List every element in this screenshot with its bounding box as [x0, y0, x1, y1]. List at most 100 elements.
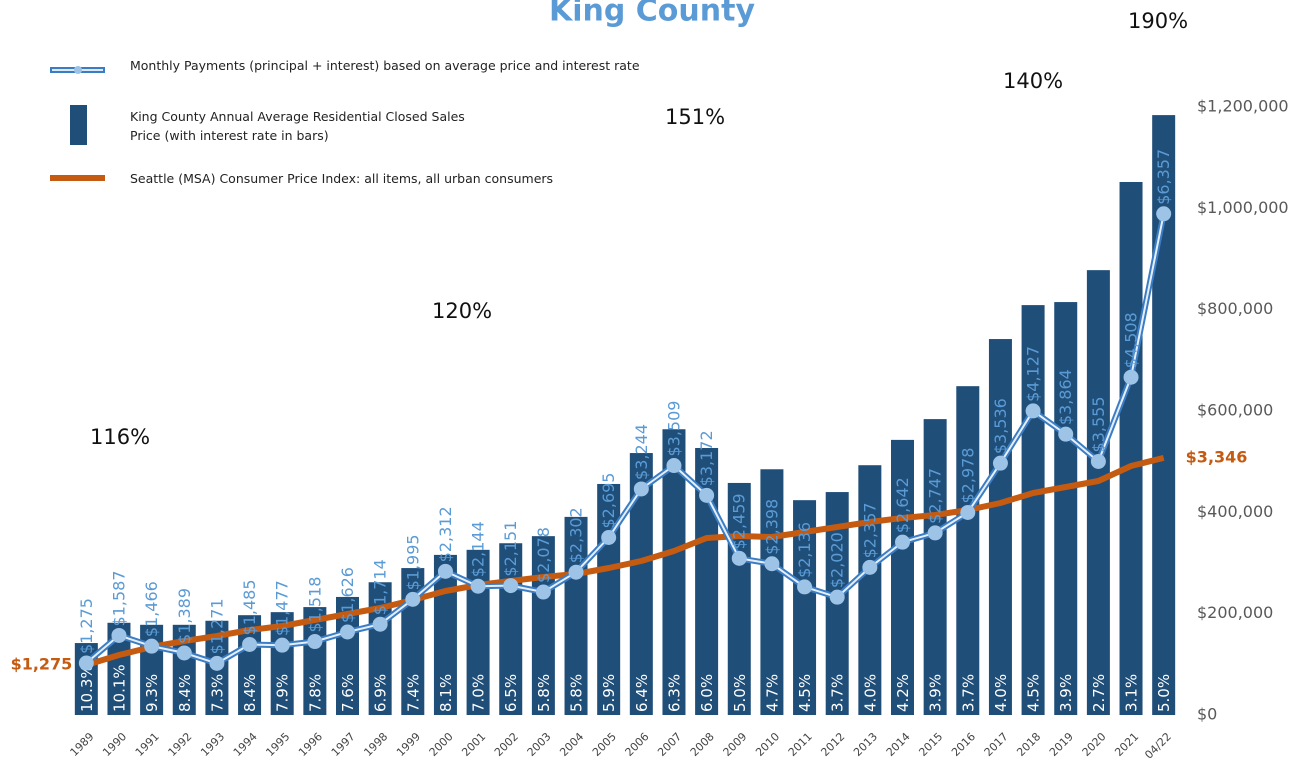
bar — [629, 453, 653, 715]
payment-label: $1,477 — [273, 580, 292, 636]
payment-label: $2,312 — [436, 506, 455, 562]
rate-label: 7.6% — [339, 674, 357, 712]
payment-marker — [1156, 206, 1172, 222]
payment-marker — [731, 550, 747, 566]
x-tick-label: 1991 — [133, 730, 162, 759]
annotation: 116% — [90, 425, 150, 449]
payment-label: $3,509 — [664, 401, 683, 457]
payment-marker — [992, 455, 1008, 471]
rate-label: 4.5% — [796, 674, 814, 712]
payment-label: $1,389 — [175, 588, 194, 644]
rate-label: 4.0% — [992, 674, 1010, 712]
rate-label: 8.4% — [241, 674, 259, 712]
payment-marker — [895, 534, 910, 550]
payment-marker — [78, 655, 94, 671]
rate-label: 6.0% — [698, 674, 716, 712]
rate-label: 5.0% — [1155, 674, 1173, 712]
payment-marker — [568, 564, 584, 580]
x-tick-label: 1999 — [394, 730, 423, 759]
x-tick-label: 1995 — [263, 730, 292, 759]
rate-label: 3.7% — [829, 674, 847, 712]
x-tick-label: 2005 — [590, 730, 619, 759]
bar — [695, 447, 719, 715]
payment-marker — [829, 589, 845, 605]
rate-label: 7.0% — [470, 674, 488, 712]
bar — [760, 469, 784, 715]
x-tick-label: 1992 — [166, 730, 195, 759]
payment-label: $2,695 — [599, 473, 618, 529]
bar — [270, 612, 294, 715]
x-tick-label: 1996 — [296, 730, 325, 759]
y-tick-label: $1,200,000 — [1197, 97, 1289, 116]
legend-label: Seattle (MSA) Consumer Price Index: all … — [130, 171, 554, 186]
payment-label: $1,466 — [142, 581, 161, 637]
rate-label: 10.3% — [78, 664, 96, 712]
payment-label: $2,302 — [567, 507, 586, 563]
bar — [923, 419, 947, 715]
rate-label: 5.9% — [600, 674, 618, 712]
chart-title: King County — [549, 0, 755, 29]
payment-label: $2,144 — [469, 521, 488, 577]
payment-label: $1,518 — [305, 577, 324, 633]
rate-label: 2.7% — [1090, 674, 1108, 712]
payment-marker — [437, 563, 453, 579]
payment-marker — [372, 616, 388, 632]
payment-marker — [1090, 453, 1106, 469]
payment-marker — [1058, 426, 1074, 442]
payment-marker — [1025, 403, 1041, 419]
payment-label: $1,275 — [77, 598, 96, 654]
x-tick-label: 2021 — [1112, 730, 1141, 759]
payment-label: $2,151 — [501, 521, 520, 577]
x-tick-label: 2014 — [884, 730, 913, 759]
annotation: 120% — [432, 299, 492, 323]
payment-marker — [601, 529, 617, 545]
y-tick-label: $600,000 — [1197, 401, 1273, 420]
payment-label: $2,978 — [958, 447, 977, 503]
payment-label: $2,136 — [795, 522, 814, 578]
annotation: 140% — [1003, 69, 1063, 93]
payment-label: $2,459 — [730, 493, 749, 549]
x-tick-label: 1989 — [68, 730, 97, 759]
y-tick-label: $0 — [1197, 705, 1217, 724]
x-tick-label: 2006 — [623, 730, 652, 759]
x-tick-label: 1994 — [231, 730, 260, 759]
cpi-label: $1,275 — [11, 655, 73, 674]
y-tick-label: $1,000,000 — [1197, 198, 1289, 217]
payment-label: $2,078 — [534, 527, 553, 583]
payment-label: $2,398 — [762, 499, 781, 555]
bar — [303, 607, 327, 715]
payment-marker — [209, 655, 225, 671]
payment-label: $3,555 — [1089, 396, 1108, 452]
payment-marker — [307, 634, 323, 650]
x-tick-label: 2004 — [557, 730, 586, 759]
payment-label: $4,127 — [1024, 346, 1043, 402]
x-tick-label: 2009 — [721, 730, 750, 759]
payment-label: $2,357 — [860, 502, 879, 558]
payment-marker — [535, 584, 551, 600]
payment-marker — [340, 624, 355, 640]
payment-label: $6,357 — [1154, 149, 1173, 205]
rate-label: 4.7% — [763, 674, 781, 712]
payment-label: $1,995 — [403, 534, 422, 590]
bar — [531, 536, 555, 715]
payment-marker — [927, 525, 943, 541]
legend-label: King County Annual Average Residential C… — [130, 109, 465, 143]
rate-label: 4.5% — [1025, 674, 1043, 712]
y-tick-label: $800,000 — [1197, 299, 1273, 318]
x-tick-label: 2007 — [655, 730, 684, 759]
x-tick-label: 2015 — [916, 730, 945, 759]
bar — [466, 549, 490, 715]
rate-label: 5.0% — [731, 674, 749, 712]
payment-label: $3,864 — [1056, 369, 1075, 425]
payment-marker — [242, 636, 258, 652]
rate-label: 7.9% — [274, 674, 292, 712]
annotation: 151% — [665, 105, 725, 129]
bar — [107, 622, 131, 715]
y-tick-label: $400,000 — [1197, 502, 1273, 521]
payment-marker — [111, 627, 127, 643]
bar — [172, 624, 196, 715]
rate-label: 6.4% — [633, 674, 651, 712]
payment-marker — [470, 578, 486, 594]
bar — [1054, 302, 1078, 715]
